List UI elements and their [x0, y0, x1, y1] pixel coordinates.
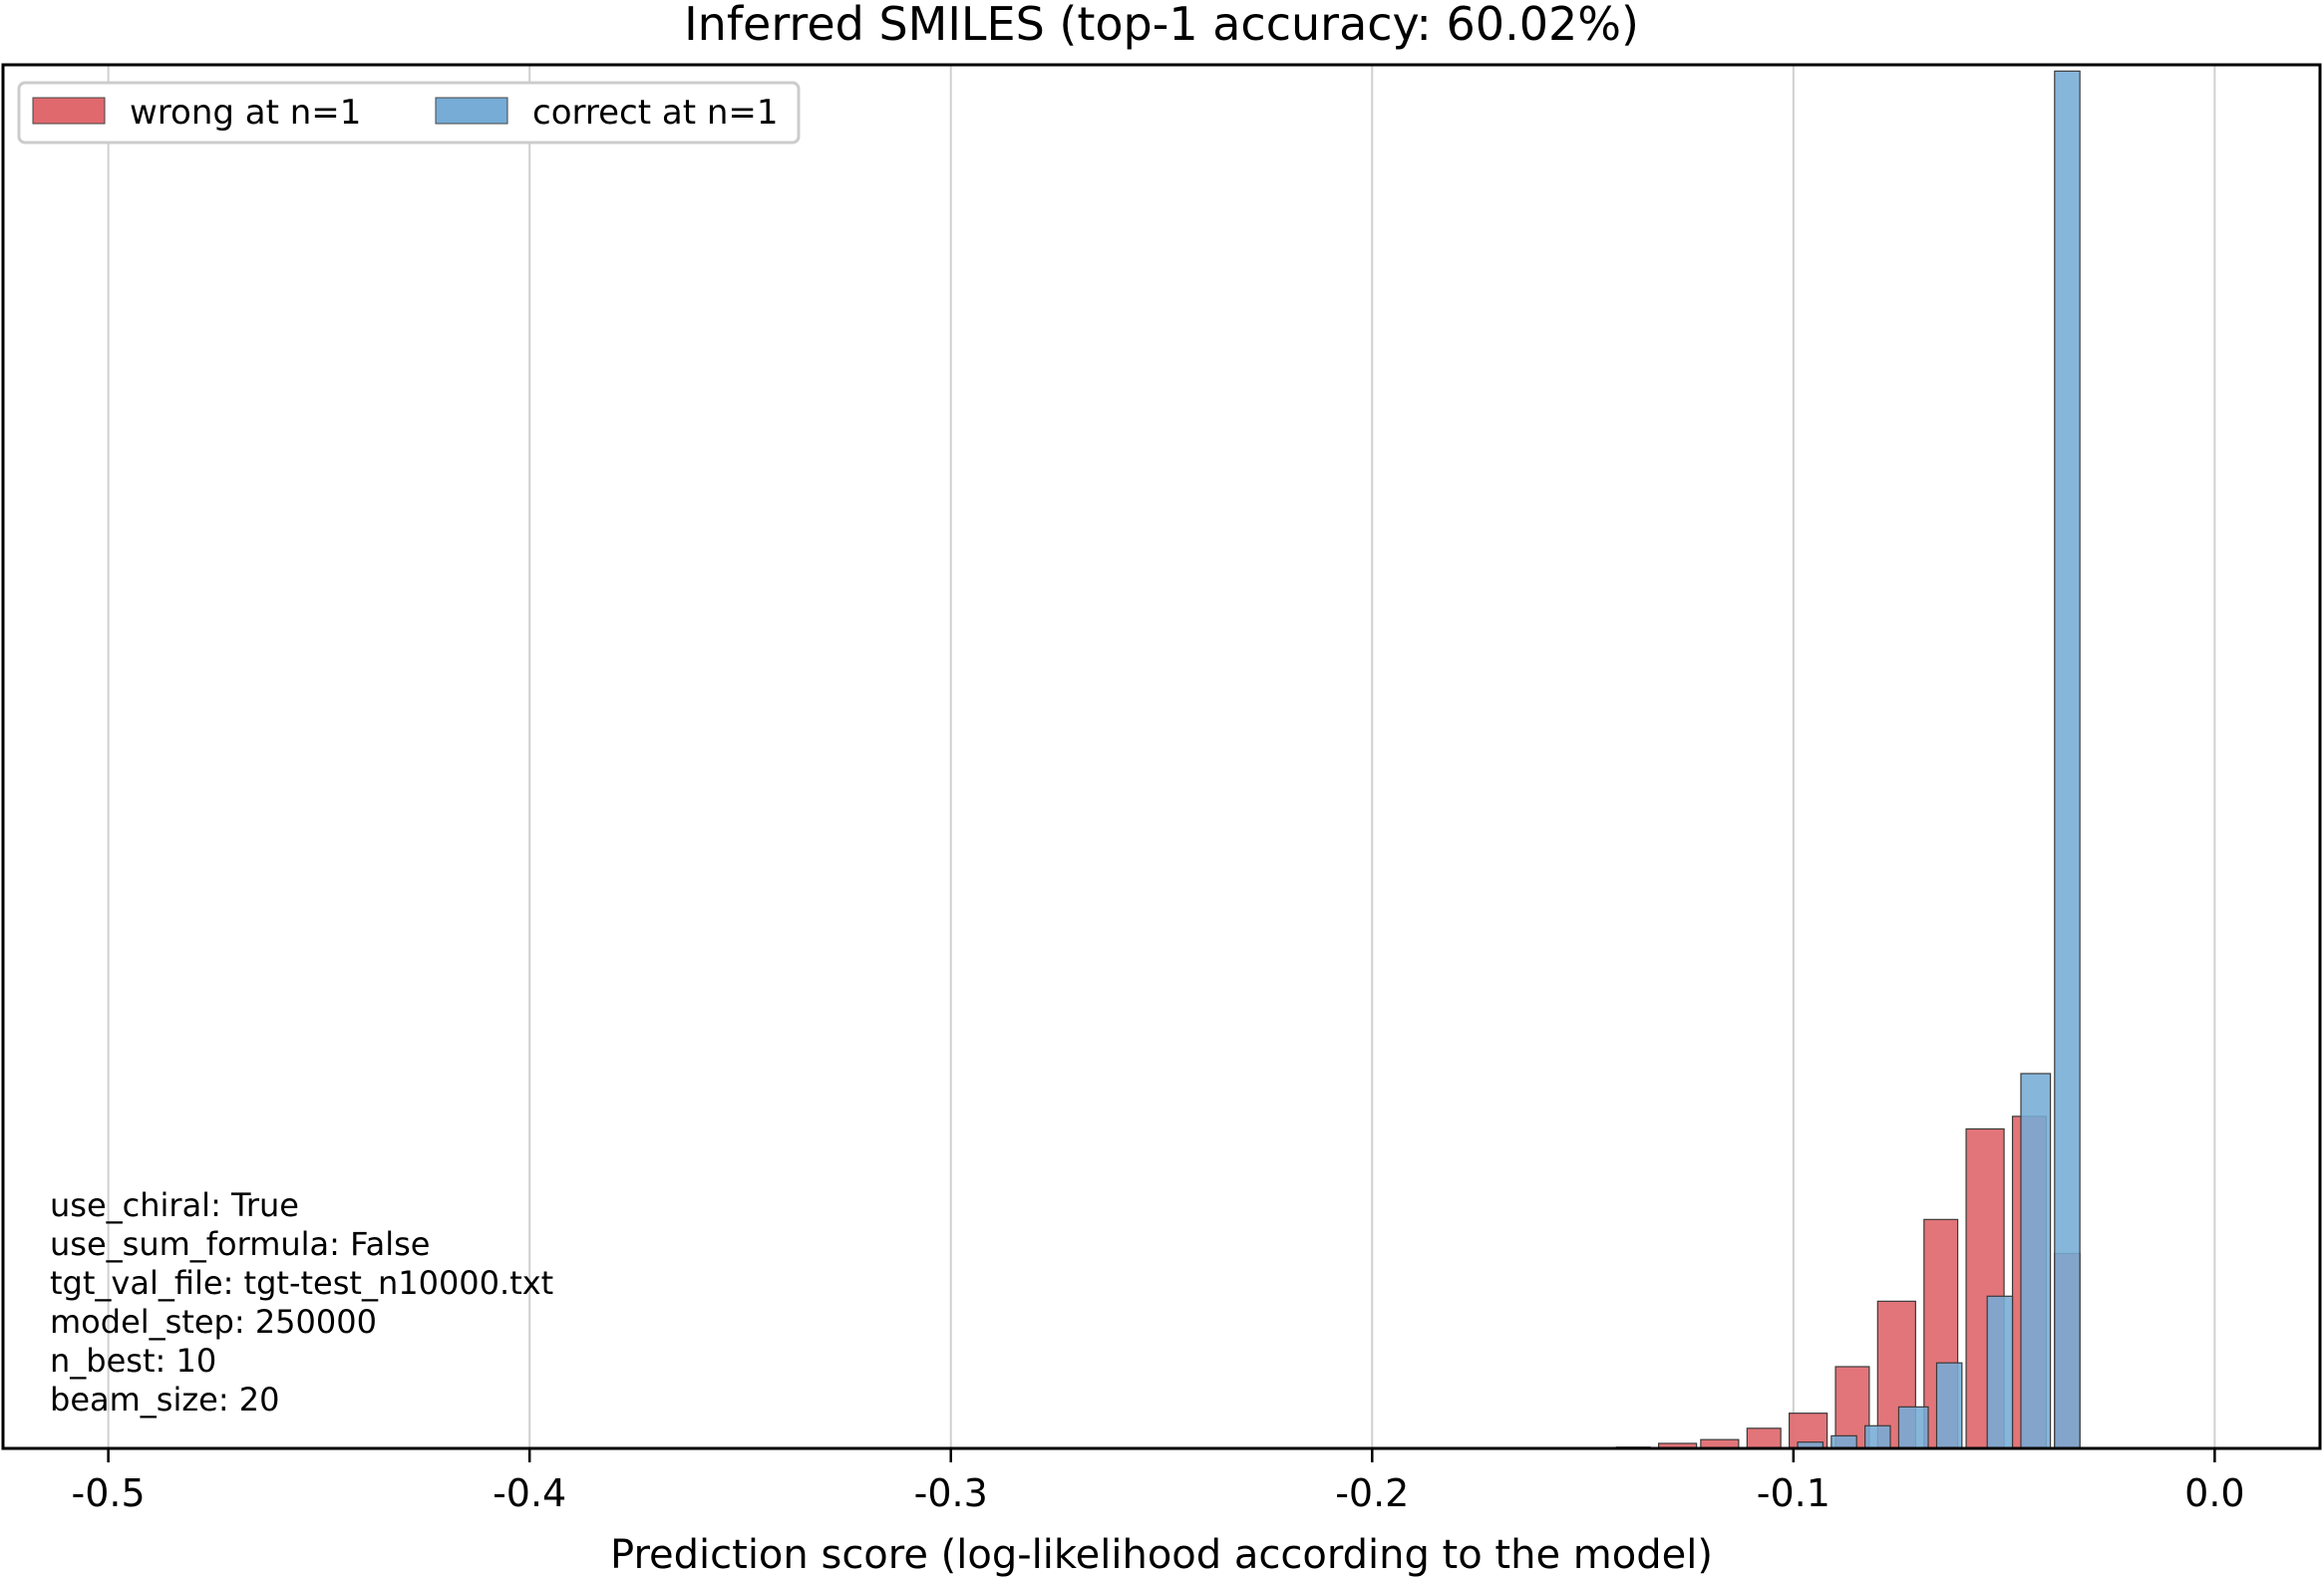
x-tick-label: -0.2	[1335, 1471, 1409, 1515]
bar	[1864, 1424, 1891, 1449]
annotation-model-step: model_step: 250000	[50, 1303, 377, 1341]
annotation-beam-size: beam_size: 20	[50, 1381, 280, 1419]
x-tick-label: -0.1	[1757, 1471, 1830, 1515]
x-gridlines	[107, 65, 2216, 1448]
bar	[1830, 1434, 1857, 1449]
x-axis-ticks: -0.5 -0.4 -0.3 -0.2 -0.1 0.0	[72, 1448, 2245, 1515]
legend-swatch-wrong	[32, 97, 106, 125]
legend-label-wrong: wrong at n=1	[130, 93, 361, 133]
bar	[1986, 1295, 2014, 1449]
bar	[1746, 1427, 1782, 1449]
x-tick-label: -0.3	[914, 1471, 988, 1515]
bar	[2054, 70, 2081, 1449]
x-tick-label: 0.0	[2184, 1471, 2244, 1515]
x-tick-label: -0.5	[72, 1471, 146, 1515]
series-correct-bars	[1797, 70, 2081, 1449]
bar	[1834, 1366, 1870, 1449]
annotation-use-sum-formula: use_sum_formula: False	[50, 1225, 430, 1263]
bar	[2020, 1073, 2052, 1449]
annotation-n-best: n_best: 10	[50, 1342, 216, 1380]
plot-area-frame	[1, 63, 2322, 1450]
x-axis-label: Prediction score (log-likelihood accordi…	[610, 1532, 1713, 1578]
bar	[1897, 1406, 1929, 1449]
legend-swatch-correct	[435, 97, 508, 125]
annotation-tgt-val-file: tgt_val_file: tgt-test_n10000.txt	[50, 1264, 553, 1302]
annotation-use-chiral: use_chiral: True	[50, 1186, 299, 1224]
chart-title: Inferred SMILES (top-1 accuracy: 60.02%)	[684, 0, 1639, 51]
run-parameters-annotation: use_chiral: True use_sum_formula: False …	[50, 1186, 553, 1419]
legend-box	[17, 81, 801, 145]
x-tick-label: -0.4	[493, 1471, 566, 1515]
bar	[1935, 1362, 1963, 1449]
legend: wrong at n=1 correct at n=1	[17, 81, 801, 145]
legend-label-correct: correct at n=1	[532, 93, 779, 133]
